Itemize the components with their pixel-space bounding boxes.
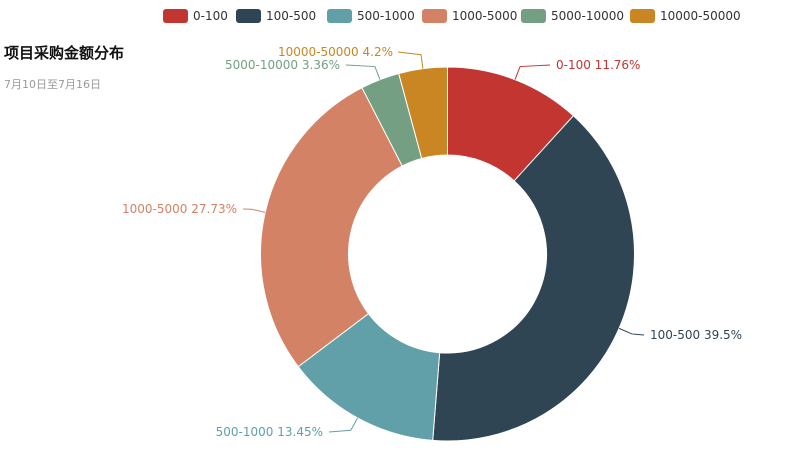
legend-swatch: [327, 9, 352, 23]
legend-label: 5000-10000: [551, 9, 624, 23]
label-leader-line: [242, 208, 266, 213]
chart-legend: 0-100 100-500 500-1000 1000-5000 5000-10000 1…: [163, 9, 741, 23]
legend-label: 10000-50000: [660, 9, 741, 23]
label-leader-line: [514, 64, 551, 80]
label-leader-line: [345, 64, 381, 80]
legend-label: 1000-5000: [452, 9, 517, 23]
slice-label-5000-10000: 5000-10000 3.36%: [225, 58, 340, 72]
pie-slice-100-500[interactable]: [432, 115, 635, 442]
legend-item-1000-5000[interactable]: 1000-5000: [422, 9, 517, 23]
legend-item-5000-10000[interactable]: 5000-10000: [521, 9, 624, 23]
legend-swatch: [236, 9, 261, 23]
legend-item-100-500[interactable]: 100-500: [236, 9, 316, 23]
legend-item-0-100[interactable]: 0-100: [163, 9, 228, 23]
legend-swatch: [422, 9, 447, 23]
legend-label: 500-1000: [357, 9, 415, 23]
pie-slices: [260, 66, 635, 442]
slice-labels: 0-100 11.76% 100-500 39.5% 500-1000 13.45%…: [122, 45, 742, 439]
legend-swatch: [630, 9, 655, 23]
legend-swatch: [521, 9, 546, 23]
pie-slice-1000-5000[interactable]: [260, 87, 403, 368]
label-leader-line: [397, 51, 424, 69]
label-leader-line: [328, 417, 359, 433]
slice-label-0-100: 0-100 11.76%: [556, 58, 640, 72]
legend-swatch: [163, 9, 188, 23]
legend-item-10000-50000[interactable]: 10000-50000: [630, 9, 741, 23]
chart-title: 项目采购金额分布: [4, 44, 125, 62]
pie-slice-10000-50000[interactable]: [398, 66, 448, 160]
legend-label: 100-500: [266, 9, 316, 23]
legend-item-500-1000[interactable]: 500-1000: [327, 9, 415, 23]
chart-subtitle: 7月10日至7月16日: [4, 78, 101, 91]
label-leader-line: [618, 327, 645, 336]
slice-label-500-1000: 500-1000 13.45%: [216, 425, 323, 439]
legend-label: 0-100: [193, 9, 228, 23]
slice-label-10000-50000: 10000-50000 4.2%: [278, 45, 393, 59]
slice-label-1000-5000: 1000-5000 27.73%: [122, 202, 237, 216]
slice-label-100-500: 100-500 39.5%: [650, 328, 742, 342]
